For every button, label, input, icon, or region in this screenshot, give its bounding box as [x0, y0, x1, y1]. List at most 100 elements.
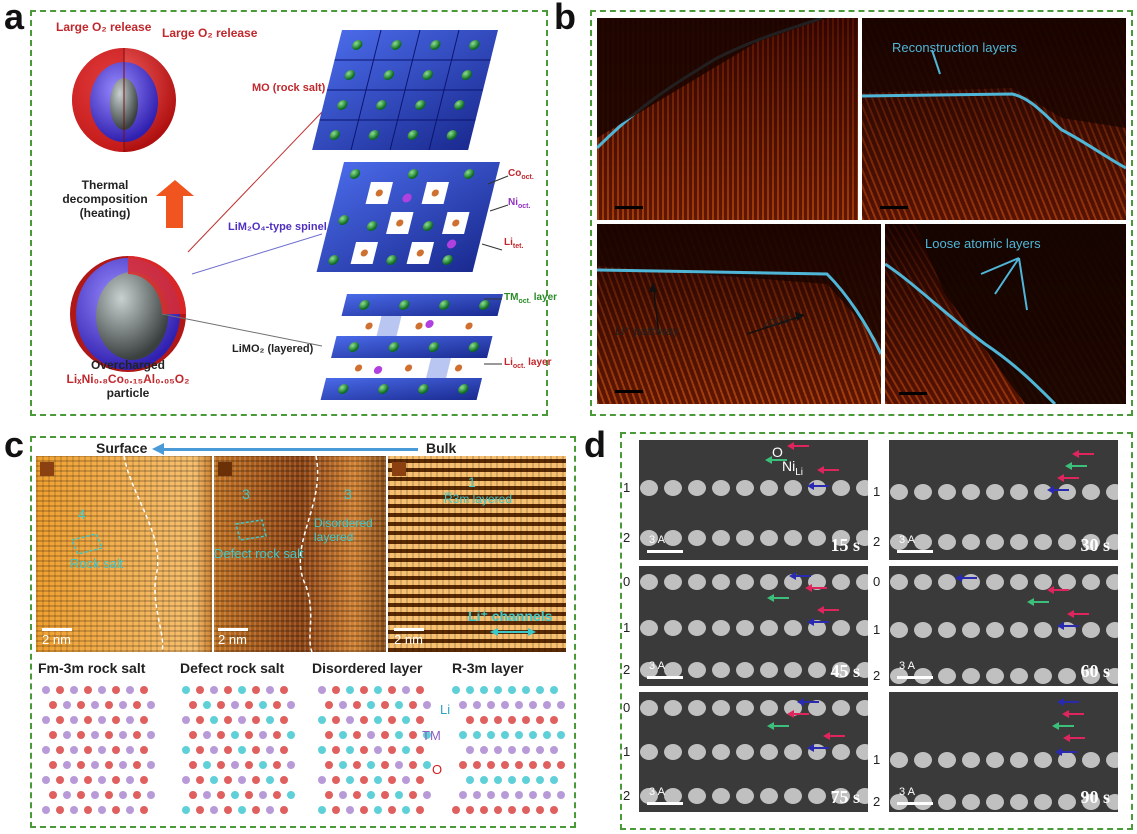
- model-atom: [543, 761, 551, 769]
- atom-column: [688, 788, 706, 804]
- atom-column: [856, 788, 868, 804]
- co-sub: oct.: [521, 174, 534, 181]
- model-atom: [91, 791, 99, 799]
- model-atom: [473, 731, 481, 739]
- atom-column: [1058, 484, 1076, 500]
- model-atom: [360, 746, 368, 754]
- model-atom: [196, 776, 204, 784]
- model-atom: [508, 776, 516, 784]
- row-label-4-2: 2: [873, 668, 881, 683]
- model-atom: [273, 701, 281, 709]
- atom-column: [664, 788, 682, 804]
- atom-column: [1058, 668, 1076, 684]
- atom-column: [736, 480, 754, 496]
- divider-2: [386, 456, 388, 652]
- model-atom: [374, 776, 382, 784]
- model-atom: [189, 761, 197, 769]
- model-atom: [557, 761, 565, 769]
- model-atom: [140, 746, 148, 754]
- atom-column: [962, 534, 980, 550]
- atom-column: [890, 622, 908, 638]
- stem-panel-2: 3 A 30 s: [889, 440, 1118, 560]
- model-atom: [259, 731, 267, 739]
- model-atom: [56, 806, 64, 814]
- model-atom: [367, 791, 375, 799]
- atom-column: [962, 622, 980, 638]
- thermal-label: Thermal decomposition (heating): [62, 178, 148, 220]
- atom-column: [938, 752, 956, 768]
- model-atom: [210, 746, 218, 754]
- row-label-6-0: 1: [873, 752, 881, 767]
- model-atom: [487, 761, 495, 769]
- atom-column: [640, 788, 658, 804]
- model-atom: [346, 776, 354, 784]
- atom-column: [1058, 534, 1076, 550]
- li-tet-sub: tet.: [512, 243, 524, 250]
- model-atom: [409, 701, 417, 709]
- model-atom: [231, 701, 239, 709]
- model-atom: [196, 746, 204, 754]
- scale-c2-label: 2 nm: [218, 632, 247, 647]
- model-atom: [494, 716, 502, 724]
- atom-column: [760, 700, 778, 716]
- atom-column: [736, 574, 754, 590]
- row-label-1-1: 2: [623, 530, 631, 545]
- atom-column: [1010, 622, 1028, 638]
- atom-column: [1082, 752, 1100, 768]
- panel-b-letter: b: [554, 0, 576, 37]
- row-label-5-0: 0: [623, 700, 631, 715]
- atom-column: [1058, 794, 1076, 810]
- layered-label: LiMO₂ (layered): [232, 343, 314, 355]
- atom-column: [736, 530, 754, 546]
- model-atom: [133, 701, 141, 709]
- model-atom: [63, 731, 71, 739]
- model-atom: [49, 791, 57, 799]
- time-label-6: 90 s: [1080, 787, 1110, 807]
- atom-column: [986, 752, 1004, 768]
- model-atom: [409, 731, 417, 739]
- micrograph-b1: [597, 18, 858, 220]
- atom-column: [856, 662, 868, 678]
- model-atom: [126, 806, 134, 814]
- atom-column: [640, 480, 658, 496]
- model-atom: [388, 686, 396, 694]
- scale-d5-label: 3 A: [649, 786, 665, 798]
- indicator-arrowhead: [1062, 710, 1069, 718]
- model-atom: [112, 746, 120, 754]
- model-atom: [189, 791, 197, 799]
- model-atom: [224, 716, 232, 724]
- model-atom: [508, 746, 516, 754]
- scalebar-c3: [394, 628, 424, 631]
- model-atom: [140, 806, 148, 814]
- atom-column: [784, 530, 802, 546]
- model-atom: [473, 701, 481, 709]
- model-atom: [550, 716, 558, 724]
- atom-column: [760, 662, 778, 678]
- surface-bulk-arrow: [162, 448, 418, 451]
- atom-column: [664, 744, 682, 760]
- model-atom: [480, 716, 488, 724]
- row-label-3-1: 1: [623, 620, 631, 635]
- model-atom: [515, 761, 523, 769]
- atom-column: [1106, 574, 1118, 590]
- indicator-arrowhead: [1057, 474, 1064, 482]
- model-atom: [395, 731, 403, 739]
- model-atom: [189, 731, 197, 739]
- model-atom: [346, 746, 354, 754]
- model-atom: [119, 701, 127, 709]
- atom-column: [712, 700, 730, 716]
- model-atom: [423, 791, 431, 799]
- atom-column: [832, 662, 850, 678]
- atom-column: [784, 788, 802, 804]
- model-atom: [487, 791, 495, 799]
- atom-column: [1106, 794, 1118, 810]
- model-atom: [550, 746, 558, 754]
- model-atom: [536, 746, 544, 754]
- model-title-1: Fm-3m rock salt: [38, 660, 146, 676]
- indicator-arrowhead: [805, 584, 812, 592]
- atom-column: [938, 794, 956, 810]
- indicator-arrowhead: [807, 744, 814, 752]
- model-atom: [49, 701, 57, 709]
- li-tet-label: Litet.: [504, 237, 523, 250]
- model-atom: [381, 701, 389, 709]
